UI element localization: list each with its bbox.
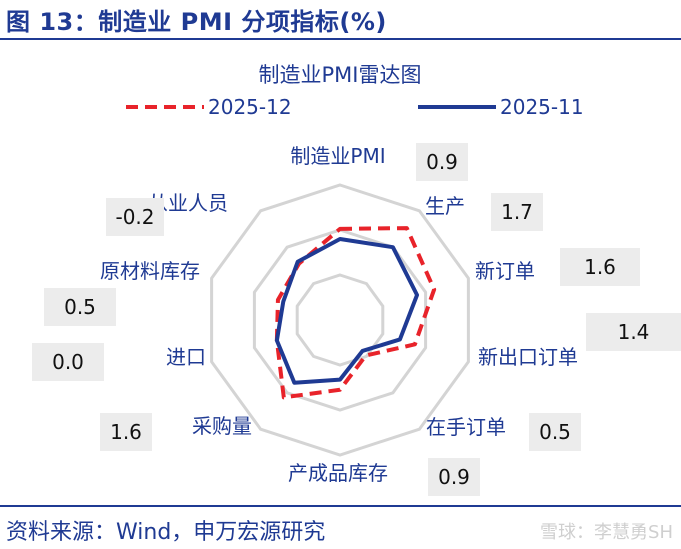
category-label-7: 进口 [166, 345, 206, 369]
category-label-2: 新订单 [475, 259, 535, 283]
difference-box-9 [106, 198, 164, 236]
radar-grid [210, 183, 470, 457]
grid-ring-2 [252, 228, 428, 412]
category-label-3: 新出口订单 [478, 345, 578, 369]
figure-title: 图 13：制造业 PMI 分项指标(%) [6, 8, 387, 36]
category-label-0: 制造业PMI [290, 144, 385, 168]
difference-value-5: 0.9 [438, 465, 470, 489]
difference-box-4 [529, 413, 581, 451]
difference-box-1 [491, 193, 543, 231]
watermark: 雪球：李慧勇SH [540, 522, 673, 543]
difference-value-1: 1.7 [501, 200, 533, 224]
difference-value-4: 0.5 [539, 420, 571, 444]
series-line-2025-12 [274, 226, 437, 400]
difference-value-8: 0.5 [64, 295, 96, 319]
legend-label-2025-12: 2025-12 [208, 95, 292, 119]
difference-value-7: 0.0 [52, 350, 84, 374]
legend-label-2025-11: 2025-11 [500, 95, 584, 119]
grid-ring-1 [295, 273, 385, 367]
difference-value-9: -0.2 [115, 205, 154, 229]
category-label-1: 生产 [425, 194, 465, 218]
difference-boxes: 0.9 1.7 1.6 1.4 0.5 0.9 1.6 0.0 0.5 -0.2 [32, 143, 681, 496]
difference-value-2: 1.6 [584, 255, 616, 279]
difference-value-3: 1.4 [618, 320, 650, 344]
legend: 2025-12 2025-11 [126, 95, 584, 119]
difference-box-3 [586, 313, 681, 351]
series-line-2025-11 [274, 237, 420, 385]
title-divider [0, 38, 681, 40]
difference-value-0: 0.9 [426, 150, 458, 174]
difference-box-0 [416, 143, 468, 181]
category-label-8: 原材料库存 [100, 259, 200, 283]
source-divider [0, 505, 681, 507]
category-label-6: 采购量 [192, 414, 252, 438]
difference-box-2 [560, 248, 640, 286]
chart-title: 制造业PMI雷达图 [259, 63, 422, 87]
difference-box-7 [32, 343, 104, 381]
grid-ring-3 [210, 183, 470, 457]
source-note: 资料来源：Wind，申万宏源研究 [6, 520, 326, 545]
difference-box-5 [428, 458, 480, 496]
difference-box-6 [100, 413, 152, 451]
radar-series [274, 226, 437, 400]
difference-value-6: 1.6 [110, 420, 142, 444]
category-label-4: 在手订单 [426, 415, 506, 439]
category-label-5: 产成品库存 [288, 461, 388, 485]
difference-box-8 [44, 288, 116, 326]
